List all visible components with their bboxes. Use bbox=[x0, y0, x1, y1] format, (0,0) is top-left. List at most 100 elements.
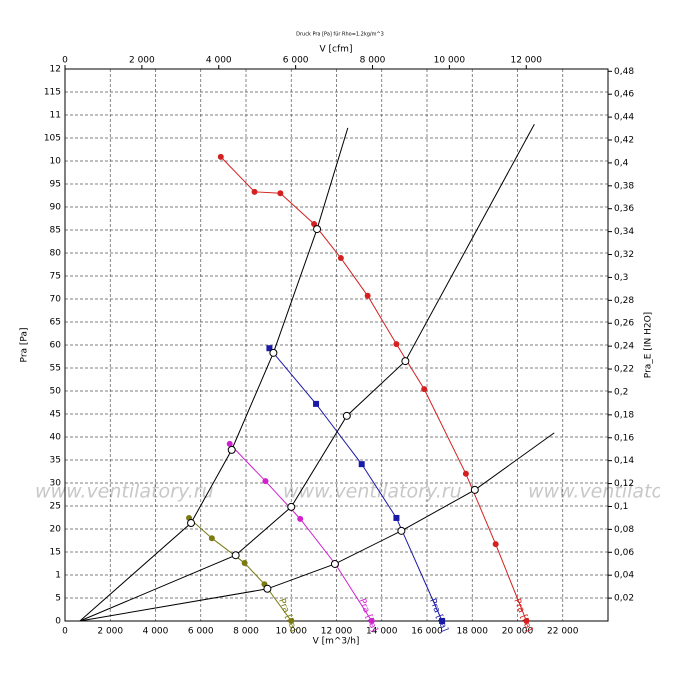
marker bbox=[462, 470, 469, 477]
line bbox=[79, 127, 349, 622]
y-tick-label: 90 bbox=[50, 203, 62, 213]
y2-tick-label: 0,34 bbox=[614, 227, 634, 237]
x2-tick-label: 4 000 bbox=[206, 56, 232, 66]
marker bbox=[523, 618, 530, 624]
y-tick-label: 95 bbox=[50, 180, 61, 190]
y-tick-label: 15 bbox=[50, 548, 61, 558]
y-tick-label: 70 bbox=[50, 295, 62, 305]
marker bbox=[313, 225, 322, 234]
line bbox=[79, 432, 555, 622]
marker bbox=[297, 515, 304, 522]
y2-tick-label: 0,08 bbox=[614, 525, 634, 535]
marker bbox=[393, 341, 400, 348]
y-tick-label: 5 bbox=[55, 594, 61, 604]
marker bbox=[277, 190, 284, 197]
x-tick-label: 10 000 bbox=[276, 627, 308, 637]
watermark: www.ventilatory.ru bbox=[283, 481, 462, 503]
x2-tick-label: 2 000 bbox=[129, 56, 155, 66]
y-tick-label: 75 bbox=[50, 272, 61, 282]
marker bbox=[364, 292, 371, 299]
y-tick-label: 85 bbox=[50, 226, 61, 236]
y-tick-label: 105 bbox=[44, 134, 61, 144]
y-tick-label: 60 bbox=[50, 341, 62, 351]
x2-tick-label: 10 000 bbox=[434, 56, 466, 66]
marker bbox=[313, 400, 320, 407]
x-tick-label: 12 000 bbox=[321, 627, 353, 637]
y-tick-label: 12 bbox=[50, 65, 61, 75]
marker bbox=[262, 478, 269, 485]
series-label: Pra [Pa] bbox=[357, 597, 379, 633]
marker bbox=[421, 386, 428, 393]
y-tick-label: 20 bbox=[50, 525, 62, 535]
x2-tick-label: 8 000 bbox=[360, 56, 386, 66]
y2-tick-label: 0,32 bbox=[614, 250, 634, 260]
marker bbox=[287, 502, 296, 511]
x2-tick-label: 0 bbox=[62, 56, 68, 66]
y2-tick-label: 0,14 bbox=[614, 456, 634, 466]
plot-frame bbox=[64, 68, 609, 622]
marker bbox=[393, 514, 400, 521]
marker bbox=[208, 535, 215, 542]
marker bbox=[368, 618, 375, 624]
x-tick-label: 8 000 bbox=[233, 627, 259, 637]
y-tick-label: 65 bbox=[50, 318, 61, 328]
y2-tick-label: 0,12 bbox=[614, 479, 634, 489]
marker bbox=[187, 519, 196, 528]
watermark: www.ventilatory.ru bbox=[528, 481, 684, 503]
y-tick-label: 30 bbox=[50, 479, 62, 489]
x2-tick-label: 12 000 bbox=[511, 56, 543, 66]
x2-axis-label: V [cfm] bbox=[320, 45, 353, 55]
y2-tick-label: 0,44 bbox=[614, 113, 634, 123]
marker bbox=[266, 345, 273, 352]
y2-tick-label: 0,4 bbox=[614, 158, 629, 168]
x-tick-label: 4 000 bbox=[143, 627, 169, 637]
y-tick-label: 40 bbox=[50, 433, 62, 443]
marker bbox=[251, 188, 258, 195]
y2-tick-label: 0,02 bbox=[614, 594, 634, 604]
x-tick-label: 18 000 bbox=[457, 627, 489, 637]
y2-tick-label: 0,06 bbox=[614, 548, 634, 558]
chart-title: Druck Pra [Pa] für Rho=1.2kg/m^3 bbox=[296, 32, 384, 38]
y2-tick-label: 0,18 bbox=[614, 410, 634, 420]
y2-tick-label: 0,3 bbox=[614, 273, 628, 283]
marker bbox=[470, 485, 479, 494]
marker bbox=[288, 618, 295, 624]
y-tick-label: 45 bbox=[50, 410, 61, 420]
marker bbox=[263, 584, 272, 593]
marker bbox=[337, 255, 344, 262]
x-tick-label: 16 000 bbox=[411, 627, 443, 637]
y-tick-label: 80 bbox=[50, 249, 62, 259]
y2-tick-label: 0,16 bbox=[614, 433, 634, 443]
x-axis-label: V [m^3/h] bbox=[313, 637, 360, 647]
y-axis-label: Pra [Pa] bbox=[20, 328, 30, 363]
marker bbox=[397, 526, 406, 535]
y2-tick-label: 0,2 bbox=[614, 387, 628, 397]
marker bbox=[358, 461, 365, 468]
y-tick-label: 10 bbox=[50, 157, 62, 167]
y2-tick-label: 0,46 bbox=[614, 90, 634, 100]
y2-tick-label: 0,38 bbox=[614, 181, 634, 191]
y-tick-label: 115 bbox=[44, 88, 61, 98]
y2-tick-label: 0,48 bbox=[614, 67, 634, 77]
watermark: www.ventilatory.ru bbox=[35, 481, 214, 503]
y2-axis-label: Pra_E [IN H2O] bbox=[644, 312, 654, 378]
x-tick-label: 0 bbox=[62, 627, 68, 637]
marker bbox=[241, 560, 248, 567]
x-tick-label: 2 000 bbox=[97, 627, 123, 637]
marker bbox=[342, 411, 351, 420]
y-tick-label: 11 bbox=[50, 111, 61, 121]
y2-tick-label: 0,42 bbox=[614, 136, 634, 146]
x-tick-label: 22 000 bbox=[547, 627, 579, 637]
line bbox=[229, 443, 373, 622]
x-tick-label: 6 000 bbox=[188, 627, 214, 637]
y-tick-label: 35 bbox=[50, 456, 61, 466]
x2-tick-label: 6 000 bbox=[283, 56, 309, 66]
line bbox=[79, 123, 535, 622]
marker bbox=[330, 559, 339, 568]
y-tick-label: 1 bbox=[55, 571, 61, 581]
line bbox=[188, 517, 292, 622]
y2-tick-label: 0,1 bbox=[614, 502, 628, 512]
y-tick-label: 50 bbox=[50, 387, 62, 397]
marker bbox=[492, 541, 499, 548]
